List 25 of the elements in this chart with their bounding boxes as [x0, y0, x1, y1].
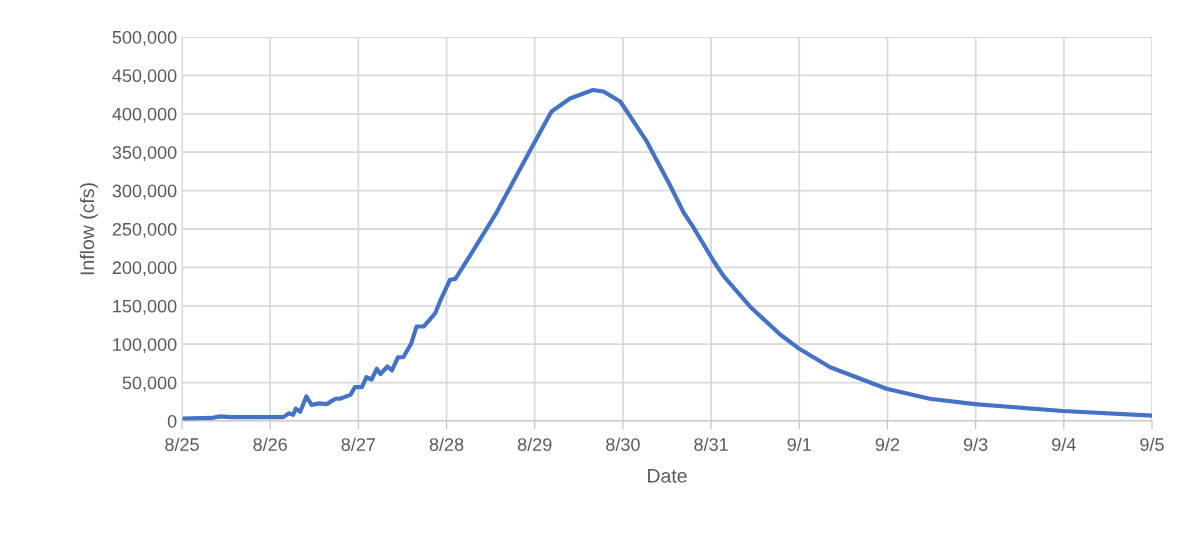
x-tick-label: 9/2: [875, 437, 900, 451]
x-tick-label: 8/31: [694, 437, 728, 451]
y-tick-label: 250,000: [112, 222, 177, 238]
x-tick-label: 8/30: [606, 437, 640, 451]
y-tick-label: 50,000: [122, 376, 177, 392]
y-tick-label: 100,000: [113, 338, 177, 354]
y-axis-title: Inflow (cfs): [79, 183, 98, 275]
x-tick-label: 9/1: [787, 437, 811, 451]
y-tick-label: 150,000: [113, 299, 177, 315]
x-tick-label: 9/3: [963, 437, 988, 451]
y-tick-label: 450,000: [112, 69, 177, 85]
x-tick-label: 8/28: [429, 437, 464, 451]
x-tick-label: 8/26: [253, 437, 287, 451]
x-tick-label: 9/5: [1140, 437, 1164, 451]
y-tick-label: 300,000: [112, 184, 177, 200]
x-tick-label: 8/27: [341, 437, 376, 451]
y-tick-label: 500,000: [112, 30, 177, 46]
x-tick-label: 8/25: [165, 437, 199, 451]
y-tick-label: 400,000: [112, 107, 177, 123]
y-tick-label: 200,000: [112, 261, 177, 277]
x-tick-label: 9/4: [1052, 437, 1076, 451]
y-tick-label: 350,000: [112, 146, 177, 162]
x-tick-label: 8/29: [517, 437, 552, 451]
y-tick-label: 0: [167, 414, 177, 428]
x-axis-title: Date: [648, 469, 687, 483]
